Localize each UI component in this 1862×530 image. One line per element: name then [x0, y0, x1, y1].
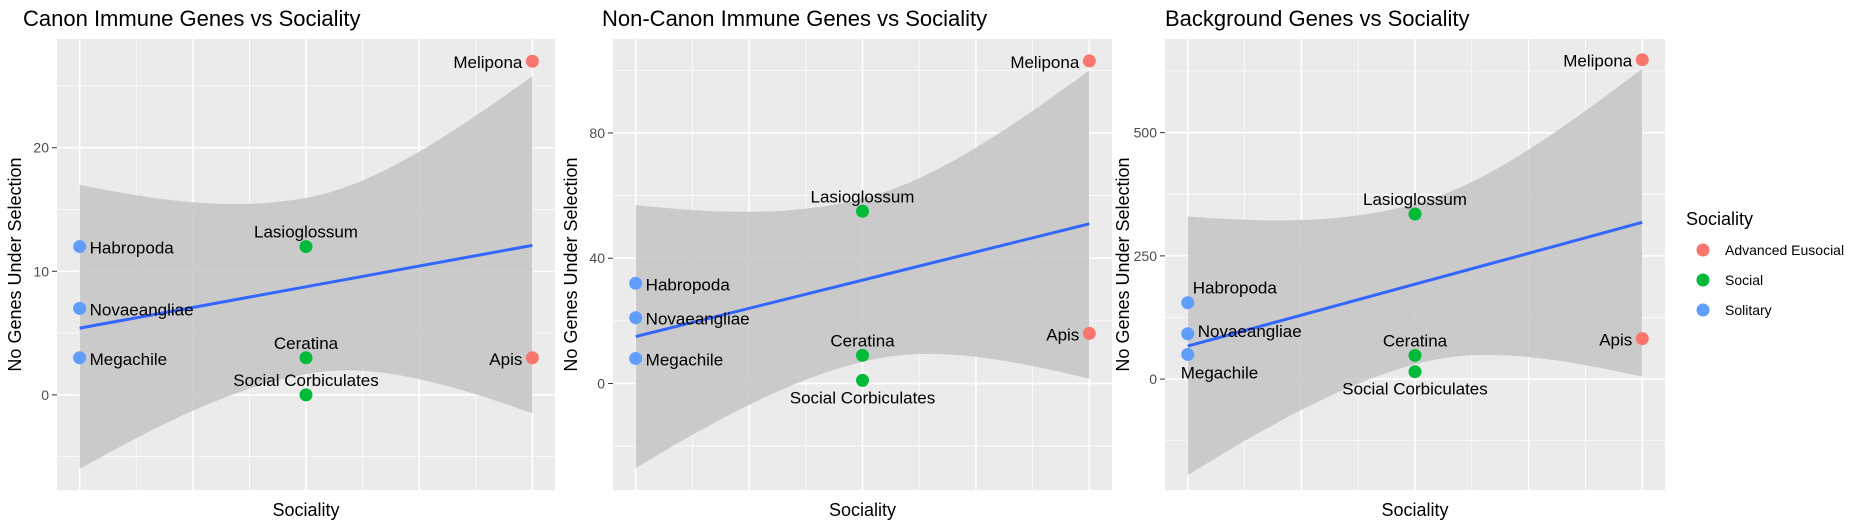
data-point-ceratina[interactable] [1408, 348, 1422, 362]
y-tick-label: 40 [589, 250, 605, 266]
legend-key-advanced-eusocial [1696, 243, 1710, 257]
data-point-habropoda[interactable] [629, 276, 643, 290]
point-label: Lasioglossum [811, 187, 915, 206]
x-axis-label: Sociality [272, 500, 339, 520]
data-point-social-corbiculates[interactable] [299, 388, 313, 402]
confidence-band [79, 76, 533, 469]
data-point-novaeangliae[interactable] [629, 311, 643, 325]
data-point-melipona[interactable] [525, 54, 539, 68]
point-label: Novaeangliae [646, 310, 750, 329]
legend-label: Advanced Eusocial [1725, 242, 1844, 258]
data-point-ceratina[interactable] [856, 348, 869, 362]
y-tick-label: 0 [1149, 371, 1157, 387]
y-axis-label: No Genes Under Selection [561, 157, 581, 371]
y-tick-label: 80 [589, 125, 605, 141]
data-point-social-corbiculates[interactable] [856, 373, 869, 387]
data-point-social-corbiculates[interactable] [1408, 365, 1422, 379]
data-point-habropoda[interactable] [73, 240, 87, 254]
confidence-band [1187, 68, 1643, 476]
data-point-megachile[interactable] [629, 351, 643, 365]
y-axis-label: No Genes Under Selection [5, 157, 25, 371]
data-point-melipona[interactable] [1635, 53, 1649, 67]
data-point-lasioglossum[interactable] [1408, 207, 1422, 221]
point-label: Megachile [646, 350, 724, 369]
data-point-ceratina[interactable] [299, 351, 313, 365]
data-point-habropoda[interactable] [1181, 296, 1195, 310]
legend-key-social [1696, 273, 1710, 287]
data-point-lasioglossum[interactable] [856, 204, 869, 218]
y-tick-label: 500 [1134, 125, 1158, 141]
point-label: Megachile [90, 350, 167, 369]
data-point-apis[interactable] [525, 351, 539, 365]
point-label: Melipona [1563, 52, 1633, 71]
point-label: Habropoda [1193, 279, 1278, 298]
regression-line [635, 222, 1090, 338]
y-tick-label: 250 [1134, 248, 1158, 264]
legend-label: Solitary [1725, 302, 1772, 318]
regression-line [1187, 220, 1643, 348]
data-point-novaeangliae[interactable] [1181, 327, 1195, 341]
x-axis-label: Sociality [1381, 500, 1448, 520]
chart-title: Non-Canon Immune Genes vs Sociality [602, 6, 987, 31]
point-label: Apis [1046, 325, 1079, 344]
point-label: Megachile [1181, 363, 1259, 382]
point-label: Habropoda [90, 239, 175, 258]
legend-title: Sociality [1686, 209, 1753, 229]
point-label: Social Corbiculates [233, 371, 379, 390]
regression-line [79, 243, 533, 330]
point-label: Apis [1599, 331, 1632, 350]
point-label: Apis [489, 350, 522, 369]
point-label: Social Corbiculates [790, 388, 936, 407]
chart-title: Canon Immune Genes vs Sociality [23, 6, 361, 31]
legend-key-solitary [1696, 303, 1710, 317]
point-label: Ceratina [830, 331, 895, 350]
data-point-megachile[interactable] [1181, 347, 1195, 361]
data-point-apis[interactable] [1635, 332, 1649, 346]
point-label: Ceratina [1383, 331, 1448, 350]
point-label: Social Corbiculates [1342, 380, 1488, 399]
confidence-band [635, 70, 1090, 469]
point-label: Habropoda [646, 275, 731, 294]
data-point-novaeangliae[interactable] [73, 301, 87, 315]
y-tick-label: 20 [33, 140, 49, 156]
legend-label: Social [1725, 272, 1763, 288]
data-point-melipona[interactable] [1082, 54, 1096, 68]
y-tick-label: 0 [41, 387, 49, 403]
chart-panel-2: Non-Canon Immune Genes vs Sociality 0 40 80… [561, 6, 1112, 520]
point-label: Novaeangliae [90, 300, 194, 319]
point-label: Lasioglossum [254, 223, 358, 242]
chart-title: Background Genes vs Sociality [1165, 6, 1470, 31]
y-axis-label: No Genes Under Selection [1113, 157, 1133, 371]
point-label: Ceratina [274, 334, 339, 353]
data-point-lasioglossum[interactable] [299, 240, 313, 254]
point-label: Novaeangliae [1198, 322, 1302, 341]
x-axis-label: Sociality [829, 500, 896, 520]
point-label: Melipona [453, 53, 523, 72]
chart-panel-3: Background Genes vs Sociality 0 250 500 Soci… [1113, 6, 1665, 520]
y-tick-label: 0 [597, 376, 605, 392]
data-point-apis[interactable] [1082, 326, 1096, 340]
point-label: Lasioglossum [1363, 190, 1467, 209]
data-point-megachile[interactable] [73, 351, 87, 365]
point-label: Melipona [1010, 53, 1080, 72]
y-tick-label: 10 [33, 263, 49, 279]
legend: Sociality Advanced Eusocial Social Solitary [1686, 209, 1844, 318]
chart-panel-1: Canon Immune Genes vs Sociality 0 10 20 Soci… [5, 6, 555, 520]
